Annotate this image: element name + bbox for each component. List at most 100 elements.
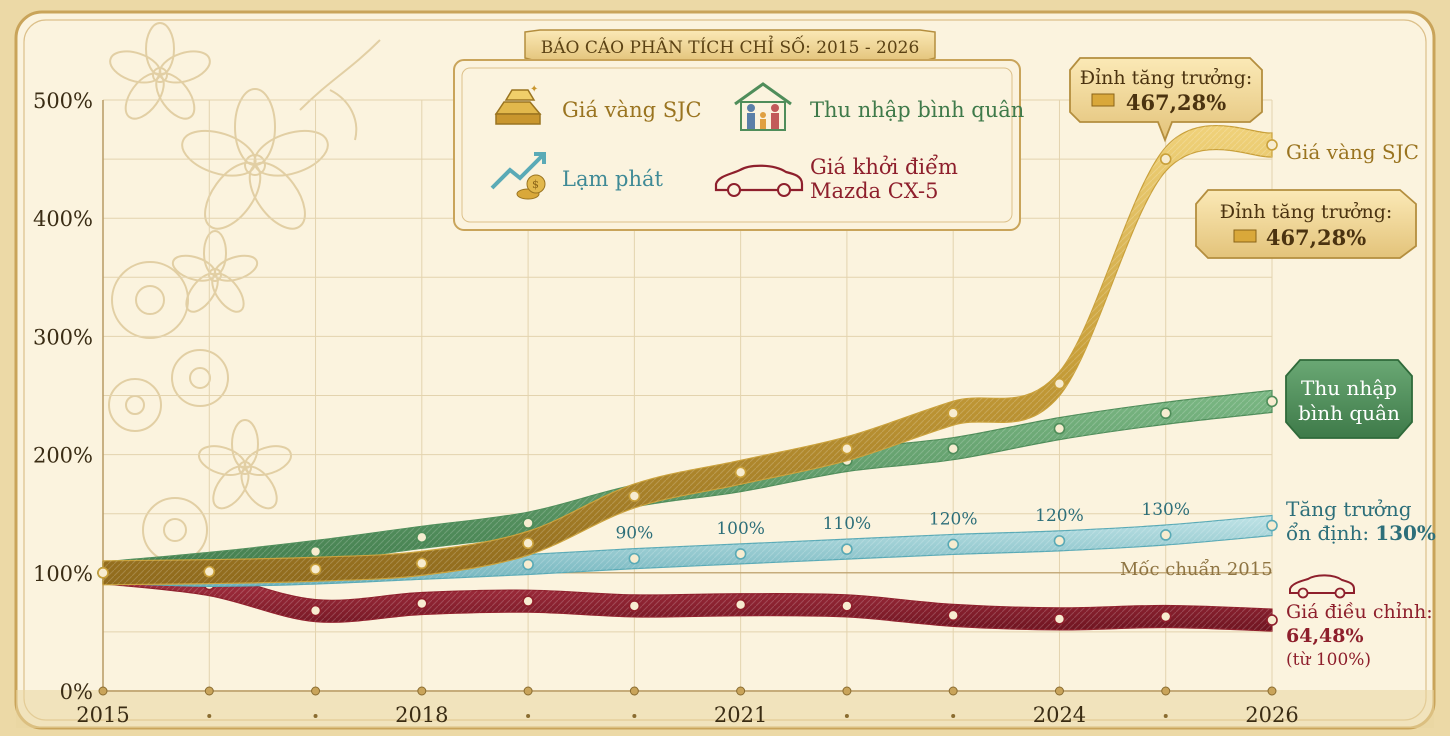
gold-mini-bar-icon	[1233, 229, 1257, 243]
data-point	[1159, 610, 1172, 623]
svg-text:$: $	[532, 178, 539, 191]
data-label: 100%	[716, 519, 765, 539]
data-point	[734, 598, 747, 611]
inflation-end-label: Tăng trưởng ổn định: 130%	[1286, 497, 1436, 545]
data-labels-layer: 90% 100% 110% 120% 120% 130%	[615, 500, 1190, 544]
x-tick-label: 2021	[714, 703, 767, 727]
x-tick-label: 2024	[1033, 703, 1086, 727]
gold-peak-value-top: 467,28%	[1126, 90, 1226, 115]
data-point	[1053, 422, 1066, 435]
y-tick-label: 500%	[33, 89, 93, 113]
inflation-end-line1: Tăng trưởng	[1286, 497, 1412, 521]
x-tick-dot	[523, 686, 533, 696]
x-tick-dot	[1161, 686, 1171, 696]
series-gia-khoi-diem-mazda-cx-5	[97, 561, 1278, 632]
x-tick-minor-dot	[951, 714, 956, 718]
mazda-end-note: (từ 100%)	[1286, 650, 1371, 670]
x-tick-dot	[948, 686, 958, 696]
income-callout-line1: Thu nhập	[1301, 376, 1397, 400]
data-point	[522, 517, 534, 529]
y-tick-label: 100%	[33, 562, 93, 586]
legend-inflation-label: Lạm phát	[562, 167, 664, 191]
car-icon	[714, 164, 804, 197]
decorative-flowers	[108, 22, 381, 563]
x-tick-dot	[98, 686, 108, 696]
x-tick-dot	[842, 686, 852, 696]
data-point	[1053, 535, 1066, 547]
x-tick-minor-dot	[526, 714, 531, 718]
data-point	[628, 490, 641, 502]
inflation-end-line2: ổn định: 130%	[1286, 521, 1436, 545]
x-axis-ticks: 2015 2018 2021 2024 2026	[76, 686, 1299, 727]
legend: ✦ Giá vàng SJC Thu nhập bình quân $ Lạm …	[453, 59, 1024, 231]
data-point	[522, 595, 534, 607]
data-point	[522, 558, 534, 571]
title-banner: BÁO CÁO PHÂN TÍCH CHỈ SỐ: 2015 - 2026	[524, 29, 936, 63]
data-point	[309, 604, 322, 617]
gold-peak-callout-top: Đỉnh tăng trưởng: 467,28%	[1069, 57, 1263, 143]
x-tick-dot	[311, 686, 321, 696]
mazda-end-value: 64,48%	[1286, 625, 1364, 647]
x-tick-dot	[736, 686, 746, 696]
data-point	[1053, 613, 1066, 625]
inflation-end-value: 130%	[1375, 521, 1436, 545]
chart-title: BÁO CÁO PHÂN TÍCH CHỈ SỐ: 2015 - 2026	[541, 35, 920, 58]
data-point	[97, 566, 109, 579]
data-point	[522, 537, 534, 550]
y-axis-ticks: 0% 100% 200% 300% 400% 500%	[33, 89, 93, 704]
legend-mazda-label-line1: Giá khởi điểm	[810, 155, 958, 179]
data-label: 120%	[929, 509, 978, 529]
series-gia-vang-sjc	[97, 124, 1278, 586]
series-ribbon-texture	[103, 125, 1272, 585]
data-point	[1053, 377, 1066, 390]
mazda-end-label: Giá điều chỉnh: 64,48% (từ 100%)	[1286, 574, 1433, 670]
data-label: 110%	[823, 514, 872, 534]
y-tick-label: 300%	[33, 325, 93, 349]
car-icon	[1289, 574, 1355, 599]
mazda-end-line1: Giá điều chỉnh:	[1286, 601, 1433, 623]
data-label: 120%	[1035, 506, 1084, 526]
data-label: 90%	[615, 524, 653, 544]
x-tick-minor-dot	[207, 714, 212, 718]
y-tick-label: 400%	[33, 207, 93, 231]
x-tick-dot	[417, 686, 427, 696]
data-point	[203, 565, 216, 578]
data-point	[1159, 153, 1172, 165]
baseline-label: Mốc chuẩn 2015	[1120, 558, 1273, 580]
income-callout: Thu nhập bình quân	[1285, 359, 1413, 439]
data-point	[947, 407, 959, 420]
data-point	[1159, 529, 1172, 541]
gold-series-end-label: Giá vàng SJC	[1286, 140, 1419, 164]
data-point	[947, 609, 959, 622]
data-point	[1266, 519, 1278, 532]
data-point	[947, 538, 959, 551]
data-point	[734, 548, 747, 560]
legend-income-label: Thu nhập bình quân	[810, 98, 1024, 122]
x-tick-label: 2026	[1245, 703, 1298, 727]
gold-peak-title-right: Đỉnh tăng trưởng:	[1220, 201, 1393, 223]
data-point	[734, 466, 747, 479]
y-tick-label: 0%	[60, 680, 93, 704]
data-point	[1266, 139, 1278, 151]
data-point	[841, 543, 853, 555]
y-tick-label: 200%	[33, 444, 93, 468]
data-point	[416, 597, 428, 610]
data-point	[416, 531, 428, 544]
family-house-icon	[734, 82, 792, 131]
inflation-end-text: ổn định:	[1286, 521, 1369, 545]
x-tick-minor-dot	[844, 714, 849, 718]
gold-peak-title-top: Đỉnh tăng trưởng:	[1080, 67, 1253, 89]
legend-mazda-label-line2: Mazda CX-5	[810, 179, 938, 203]
svg-text:✦: ✦	[530, 84, 538, 95]
data-label: 130%	[1141, 500, 1190, 520]
gold-peak-callout-right: Đỉnh tăng trưởng: 467,28%	[1195, 189, 1417, 259]
legend-gold-label: Giá vàng SJC	[562, 98, 702, 122]
x-tick-dot	[1267, 686, 1277, 696]
x-tick-minor-dot	[632, 714, 637, 718]
data-point	[947, 442, 959, 455]
data-point	[1159, 407, 1172, 420]
data-point	[416, 557, 428, 570]
income-callout-line2: bình quân	[1298, 401, 1400, 425]
